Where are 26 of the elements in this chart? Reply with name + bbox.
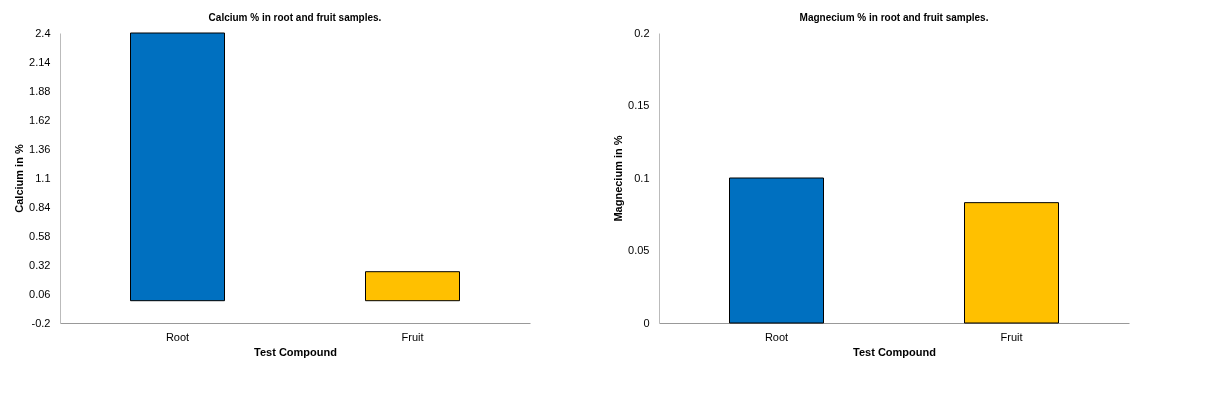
y-tick-label: -0.2 bbox=[31, 316, 51, 329]
x-tick-label: Root bbox=[764, 330, 789, 343]
chart-title: Magnecium % in root and fruit samples. bbox=[799, 12, 989, 23]
chart-title: Calcium % in root and fruit samples. bbox=[208, 12, 382, 23]
y-tick-label: 1.62 bbox=[29, 113, 51, 126]
x-axis-title: Test Compound bbox=[853, 345, 936, 358]
x-axis-title: Test Compound bbox=[254, 345, 337, 358]
y-tick-label: 2.4 bbox=[35, 26, 51, 39]
y-tick-label: 0.58 bbox=[29, 229, 51, 242]
y-axis-title: Calcium in % bbox=[13, 144, 26, 213]
y-tick-label: 0.1 bbox=[634, 171, 650, 184]
y-tick-label: 0.2 bbox=[634, 26, 650, 39]
y-tick-label: 0.05 bbox=[628, 244, 650, 256]
y-tick-label: 0.84 bbox=[29, 200, 51, 213]
y-tick-label: 0.15 bbox=[628, 99, 650, 111]
y-tick-label: 1.36 bbox=[29, 142, 51, 155]
y-tick-label: 0 bbox=[643, 316, 650, 329]
x-tick-label: Root bbox=[165, 330, 190, 343]
y-tick-label: 1.88 bbox=[29, 84, 51, 97]
y-tick-label: 0.32 bbox=[29, 258, 51, 271]
y-tick-label: 1.1 bbox=[35, 171, 51, 184]
y-axis-title: Magnecium in % bbox=[612, 135, 625, 222]
y-tick-label: 2.14 bbox=[29, 55, 51, 68]
y-tick-label: 0.06 bbox=[29, 287, 51, 300]
x-tick-label: Fruit bbox=[401, 330, 424, 343]
x-tick-label: Fruit bbox=[1000, 330, 1023, 343]
